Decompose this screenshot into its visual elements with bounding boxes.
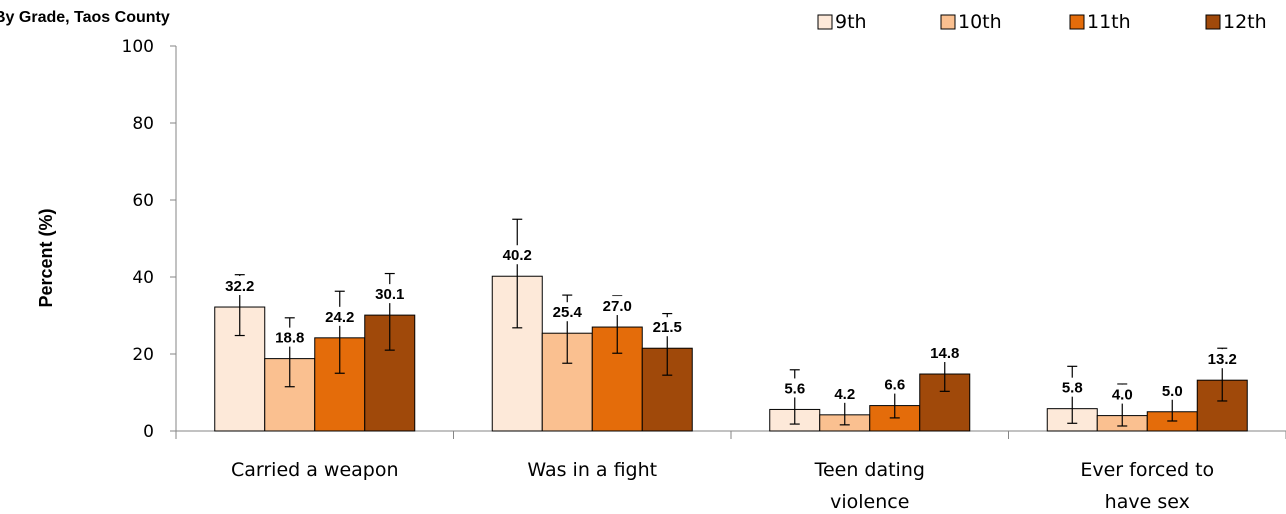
y-tick-label: 60	[132, 191, 154, 211]
x-category-label: Ever forced to have sex	[1080, 459, 1214, 513]
y-tick-label: 80	[132, 114, 154, 134]
data-label-bg	[1201, 349, 1244, 369]
data-label: 40.2	[503, 247, 532, 264]
x-category-label-line: have sex	[1105, 491, 1190, 513]
data-label: 18.8	[275, 330, 304, 347]
data-label-bg	[546, 302, 589, 322]
data-label: 25.4	[553, 304, 583, 321]
chart-title: By Grade, Taos County	[0, 9, 170, 26]
data-label: 14.8	[930, 345, 959, 362]
data-label-bg	[368, 284, 411, 304]
x-category-label: Teen dating violence	[814, 459, 925, 513]
data-label: 4.0	[1112, 387, 1133, 404]
x-axis: Carried a weapon Was in a fight Teen datin…	[175, 430, 1286, 513]
data-label-bg	[646, 317, 689, 337]
data-labels: 32.2 40.2 5.6 5.8 18.8 25.4 4.2 4.0 24.2 27.0 6.6 5…	[218, 245, 1244, 404]
legend-label: 10th	[958, 11, 1002, 33]
data-label: 21.5	[653, 319, 682, 336]
data-label-bg	[218, 276, 261, 296]
data-label: 5.6	[784, 380, 805, 397]
data-label: 5.0	[1162, 383, 1183, 400]
data-label-bg	[268, 327, 311, 347]
data-label-bg	[596, 296, 639, 316]
x-category-label-line: Teen dating	[814, 459, 925, 481]
data-label: 13.2	[1208, 351, 1237, 368]
data-label-bg	[1155, 380, 1189, 400]
legend: 9th 10th 11th 12th	[817, 11, 1267, 33]
data-label: 4.2	[834, 386, 855, 403]
data-label-bg	[496, 245, 539, 265]
legend-label: 9th	[835, 11, 867, 33]
data-label: 6.6	[884, 377, 905, 394]
data-label-bg	[923, 343, 966, 363]
y-tick-label: 100	[122, 37, 154, 57]
data-label-bg	[318, 306, 361, 326]
data-label: 27.0	[603, 298, 632, 315]
data-label-bg	[828, 383, 862, 403]
x-category-label-line: Was in a fight	[527, 459, 657, 481]
legend-swatch	[940, 14, 956, 30]
data-label: 30.1	[375, 286, 404, 303]
x-category-label: Carried a weapon	[231, 459, 399, 481]
y-axis-label: Percent (%)	[36, 208, 56, 307]
legend-swatch	[1205, 14, 1221, 30]
x-category-label-line: violence	[830, 491, 909, 513]
legend-swatch	[817, 14, 833, 30]
data-label-bg	[778, 378, 812, 398]
x-category-label-line: Ever forced to	[1080, 459, 1214, 481]
legend-label: 12th	[1223, 11, 1267, 33]
legend-label: 11th	[1087, 11, 1131, 33]
y-tick-label: 20	[132, 345, 154, 365]
x-category-label: Was in a fight	[527, 459, 657, 481]
data-label-bg	[1055, 377, 1089, 397]
data-label: 32.2	[225, 278, 254, 295]
y-tick-label: 40	[132, 268, 154, 288]
data-label-bg	[878, 374, 912, 394]
legend-swatch	[1069, 14, 1085, 30]
data-label: 24.2	[325, 309, 354, 326]
x-category-label-line: Carried a weapon	[231, 459, 399, 481]
y-axis: 0 20 40 60 80 100	[122, 37, 177, 442]
data-label-bg	[1105, 384, 1139, 404]
data-label: 5.8	[1062, 380, 1083, 397]
y-tick-label: 0	[143, 422, 154, 442]
